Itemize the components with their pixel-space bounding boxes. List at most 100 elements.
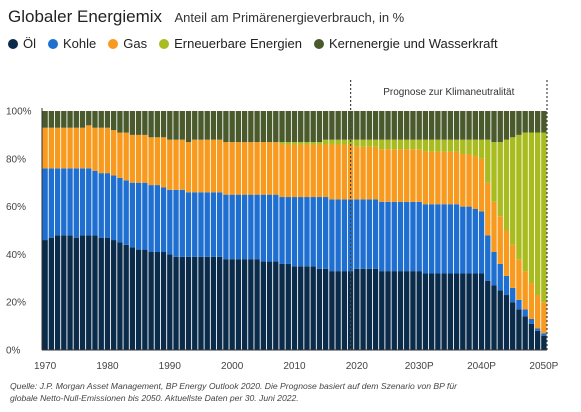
bar-segment [410, 139, 416, 150]
bar-segment [341, 111, 348, 140]
x-tick-label: 1980 [96, 361, 119, 372]
bar-segment [279, 197, 285, 264]
bar-segment [316, 144, 323, 198]
bar-segment [92, 235, 98, 350]
bar-segment [241, 259, 248, 350]
bar-segment [291, 142, 298, 145]
bar-segment [266, 142, 273, 195]
bar-segment [329, 271, 335, 350]
bar-segment [129, 182, 136, 248]
bar-segment [478, 111, 485, 140]
bar-segment [347, 199, 354, 272]
bar-segment [98, 111, 104, 128]
bar-segment [422, 151, 429, 205]
bar-segment [104, 127, 111, 174]
bar-segment [385, 139, 391, 150]
bar-segment [135, 111, 142, 135]
stacked-bar-chart: 0% 20% 40% 60% 80% 100% 1970 1980 1990 2000 2010 20… [6, 80, 559, 372]
bar-segment [54, 235, 61, 350]
bar-segment [366, 146, 372, 200]
bar-segment [453, 151, 460, 205]
bar-segment [148, 252, 154, 350]
bar-segment [104, 173, 111, 238]
bar-segment [397, 149, 404, 202]
bar-segment [298, 142, 304, 145]
bar-segment [360, 268, 366, 350]
bar-segment [416, 201, 422, 272]
bar-segment [453, 111, 460, 140]
bar-segment [179, 139, 185, 190]
bar-segment [428, 111, 435, 140]
bar-segment [185, 256, 192, 350]
bar-segment [179, 189, 185, 257]
bar-segment [117, 132, 123, 178]
bar-segment [329, 199, 335, 272]
forecast-label: Prognose zur Klimaneutralität [383, 87, 514, 98]
bar-segment [397, 111, 404, 140]
bar-segment [335, 139, 341, 145]
bar-segment [142, 134, 148, 183]
bar-segment [304, 111, 310, 143]
bar-segment [503, 230, 510, 276]
bar-segment [167, 189, 173, 255]
bar-segment [441, 273, 447, 350]
bar-segment [447, 273, 454, 350]
bar-segment [541, 132, 547, 303]
bar-segment [447, 151, 454, 205]
bar-segment [260, 261, 267, 350]
bar-segment [273, 142, 279, 195]
bar-segment [404, 271, 410, 350]
bar-segment [217, 139, 223, 193]
bar-segment [510, 137, 516, 245]
bar-segment [142, 182, 148, 250]
bar-segment [360, 111, 366, 140]
bar-segment [397, 139, 404, 150]
bar-segment [422, 139, 429, 152]
bar-segment [379, 149, 385, 202]
bar-segment [198, 192, 204, 257]
bar-segment [516, 309, 522, 350]
bar-segment [217, 192, 223, 257]
bar-segment [491, 142, 497, 202]
bar-segment [528, 132, 535, 284]
bar-segment [167, 254, 173, 350]
bar-segment [48, 237, 55, 350]
bar-segment [503, 139, 510, 231]
bar-segment [179, 256, 185, 350]
bar-segment [472, 111, 478, 140]
legend-label: Kohle [63, 36, 97, 51]
x-tick-label: 2010 [283, 361, 306, 372]
bar-segment [447, 111, 454, 140]
chart-subtitle: Anteil am Primärenergieverbrauch, in % [174, 10, 405, 25]
legend-swatch [48, 38, 58, 49]
bar-segment [372, 139, 379, 147]
bar-segment [460, 111, 466, 140]
bar-segment [92, 127, 98, 171]
bar-segment [154, 111, 161, 138]
bar-segment [478, 158, 485, 212]
bar-segment [472, 208, 478, 274]
bar-segment [485, 280, 491, 350]
legend-swatch [8, 38, 18, 49]
bar-segment [354, 146, 360, 200]
legend-swatch [108, 38, 119, 49]
bar-segment [291, 266, 298, 350]
y-tick-label: 60% [6, 202, 26, 213]
bar-segment [254, 142, 260, 195]
bar-segment [460, 139, 466, 155]
legend-item: Kohle [48, 36, 96, 51]
bar-segment [528, 323, 535, 350]
bar-segment [316, 111, 323, 143]
legend-label: Erneuerbare Energien [174, 36, 303, 51]
bar-segment [142, 249, 148, 350]
bar-segment [541, 333, 547, 336]
y-tick-label: 100% [6, 107, 32, 118]
bar-segment [385, 111, 391, 140]
bar-segment [534, 111, 541, 133]
bar-segment [366, 199, 372, 269]
bar-segment [422, 273, 429, 350]
y-tick-label: 20% [6, 298, 26, 309]
bar-segment [204, 192, 210, 257]
bar-segment [61, 235, 67, 350]
bar-segment [435, 151, 441, 205]
